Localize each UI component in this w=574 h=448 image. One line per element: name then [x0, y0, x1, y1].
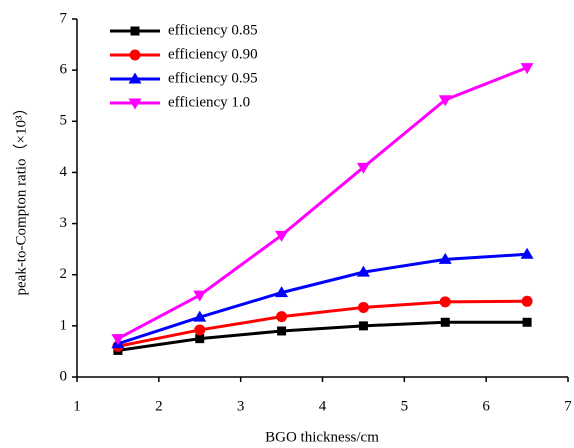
series-line [117, 66, 528, 340]
y-tick-label: 7 [60, 10, 68, 26]
y-tick-label: 0 [60, 368, 68, 384]
y-tick-label: 3 [60, 215, 68, 231]
legend-label: efficiency 0.90 [168, 46, 258, 62]
data-point [275, 230, 289, 242]
data-point [193, 310, 207, 322]
data-point [521, 295, 533, 307]
data-point [277, 326, 287, 336]
legend-label: efficiency 0.95 [168, 70, 258, 86]
x-tick-label: 1 [73, 398, 81, 414]
data-point [522, 317, 532, 327]
data-point [194, 324, 206, 336]
series-line [117, 252, 528, 346]
data-point [520, 63, 534, 75]
data-point [438, 252, 452, 264]
x-tick-label: 7 [564, 398, 572, 414]
y-tick-label: 2 [60, 266, 68, 282]
x-tick-label: 6 [482, 398, 490, 414]
data-point [520, 247, 534, 259]
series-line [117, 299, 528, 348]
y-tick-label: 5 [60, 113, 68, 129]
data-point [358, 321, 368, 331]
legend-marker [128, 72, 142, 84]
legend-marker [128, 98, 142, 110]
data-point [439, 296, 451, 308]
series-line [117, 320, 528, 352]
x-tick-label: 4 [319, 398, 327, 414]
y-tick-label: 1 [60, 317, 68, 333]
data-point [356, 265, 370, 277]
data-point [111, 334, 125, 346]
data-point [275, 286, 289, 298]
legend-marker [129, 49, 141, 61]
data-point [193, 290, 207, 302]
legend-marker [130, 26, 140, 36]
data-point [195, 334, 205, 344]
y-axis-label: peak-to-Compton ratio（×10³） [12, 100, 29, 295]
x-tick-label: 2 [155, 398, 163, 414]
data-point [276, 311, 288, 323]
data-point [357, 301, 369, 313]
data-point [438, 95, 452, 107]
data-point [440, 317, 450, 327]
y-tick-label: 4 [60, 164, 68, 180]
x-tick-label: 5 [401, 398, 409, 414]
x-axis-label: BGO thickness/cm [265, 429, 379, 445]
data-point [356, 162, 370, 174]
legend-label: efficiency 0.85 [168, 22, 258, 38]
x-tick-label: 3 [237, 398, 245, 414]
legend-label: efficiency 1.0 [168, 94, 250, 110]
y-tick-label: 6 [60, 62, 68, 78]
